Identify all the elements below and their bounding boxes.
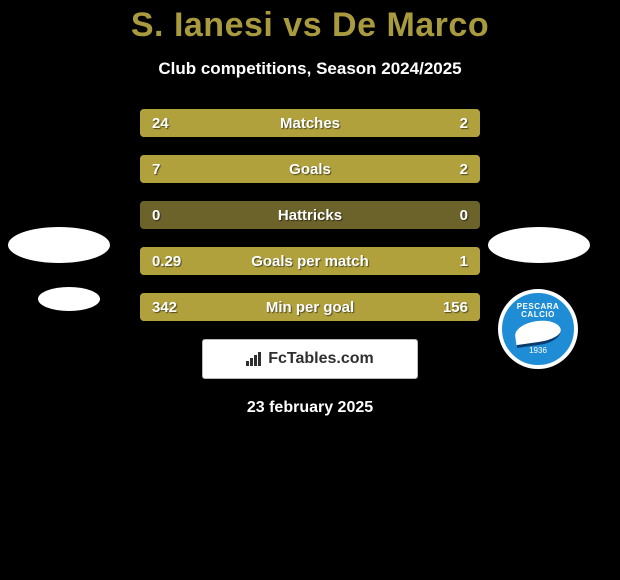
footer-attribution: FcTables.com (202, 339, 418, 379)
date-label: 23 february 2025 (0, 399, 620, 417)
footer-text: FcTables.com (268, 350, 374, 368)
stat-row: 24Matches2 (140, 109, 480, 137)
footer-domain: .com (336, 350, 373, 367)
footer-brand: FcTables (268, 350, 336, 367)
stat-row: 7Goals2 (140, 155, 480, 183)
row-text: 24Matches2 (140, 109, 480, 137)
player-right-club-badge: PESCARA CALCIO 1936 (498, 289, 578, 369)
bar-chart-icon (246, 352, 264, 366)
player-right-avatar (488, 227, 590, 263)
row-text: 342Min per goal156 (140, 293, 480, 321)
chart-area: PESCARA CALCIO 1936 24Matches2 7Goals2 0Ha… (0, 109, 620, 417)
rows-container: 24Matches2 7Goals2 0Hattricks0 0.29Goals pe… (0, 109, 620, 321)
player-left-club-avatar (38, 287, 100, 311)
page-title: S. Ianesi vs De Marco (0, 0, 620, 45)
subtitle: Club competitions, Season 2024/2025 (0, 59, 620, 79)
dolphin-icon (514, 318, 563, 348)
stat-row: 342Min per goal156 (140, 293, 480, 321)
row-text: 7Goals2 (140, 155, 480, 183)
player-left-avatar (8, 227, 110, 263)
stat-row: 0.29Goals per match1 (140, 247, 480, 275)
row-text: 0Hattricks0 (140, 201, 480, 229)
stat-row: 0Hattricks0 (140, 201, 480, 229)
stat-label: Goals (140, 161, 480, 178)
pescara-badge-inner: PESCARA CALCIO 1936 (502, 303, 574, 355)
row-text: 0.29Goals per match1 (140, 247, 480, 275)
stat-label: Hattricks (140, 207, 480, 224)
pescara-club-name: PESCARA CALCIO (502, 303, 574, 319)
stat-label: Matches (140, 115, 480, 132)
comparison-infographic: S. Ianesi vs De Marco Club competitions,… (0, 0, 620, 580)
stat-label: Goals per match (140, 253, 480, 270)
stat-label: Min per goal (140, 299, 480, 316)
pescara-year: 1936 (502, 347, 574, 355)
